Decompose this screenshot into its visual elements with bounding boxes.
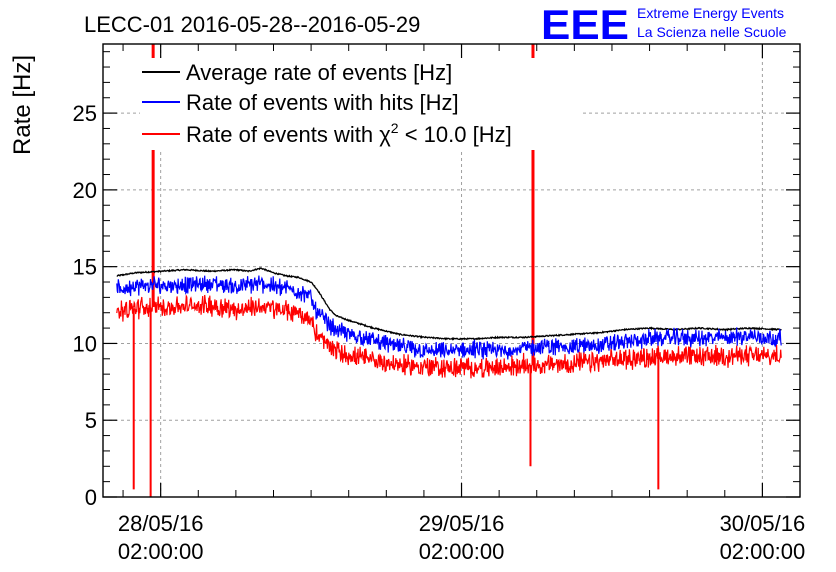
chart-title: LECC-01 2016-05-28--2016-05-29 [84, 12, 420, 37]
y-tick-label: 20 [73, 178, 97, 203]
y-tick-label: 0 [85, 485, 97, 510]
logo-line2: La Scienza nelle Scuole [637, 24, 787, 40]
x-tick-label-date: 28/05/16 [118, 511, 204, 536]
legend: Average rate of events [Hz] Rate of event… [142, 60, 512, 147]
eee-logo: EEE Extreme Energy Events La Scienza nel… [541, 1, 787, 48]
series-group [116, 267, 782, 379]
series-line-1 [116, 267, 782, 341]
y-axis-label: Rate [Hz] [9, 55, 36, 155]
legend-label-3: Rate of events with χ2 < 10.0 [Hz] [186, 120, 512, 147]
x-tick-label-date: 30/05/16 [720, 511, 806, 536]
axes-group [102, 43, 801, 498]
plot-frame [102, 43, 801, 498]
x-tick-label-time: 02:00:00 [419, 539, 505, 564]
legend-background [140, 58, 580, 150]
x-tick-label-date: 29/05/16 [419, 511, 505, 536]
legend-label-2: Rate of events with hits [Hz] [186, 90, 459, 115]
series-line-2 [116, 275, 782, 360]
tick-labels: 0 5 10 15 20 25 28/05/16 02:00:00 29/05/16 02:00:… [73, 101, 806, 564]
x-tick-label-time: 02:00:00 [118, 539, 204, 564]
x-tick-label-time: 02:00:00 [720, 539, 806, 564]
legend-label-1: Average rate of events [Hz] [186, 60, 452, 85]
logo-line1: Extreme Energy Events [637, 5, 784, 21]
y-tick-label: 10 [73, 331, 97, 356]
y-tick-label: 25 [73, 101, 97, 126]
series-line-3 [116, 294, 782, 379]
y-tick-label: 15 [73, 255, 97, 280]
logo-mark: EEE [541, 1, 629, 48]
y-tick-label: 5 [85, 408, 97, 433]
